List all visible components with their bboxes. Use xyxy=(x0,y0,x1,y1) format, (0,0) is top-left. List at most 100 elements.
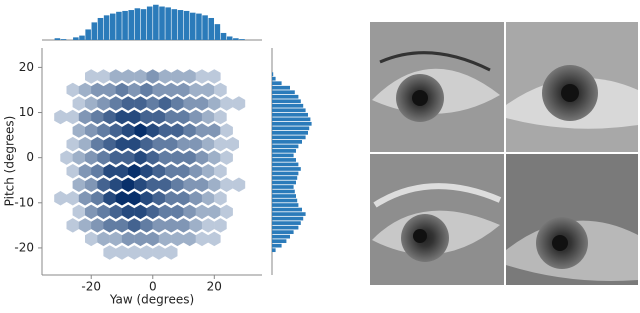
hexbin xyxy=(54,191,67,206)
hexbin xyxy=(201,218,215,233)
hexbin xyxy=(103,82,116,98)
hexbin xyxy=(103,109,116,125)
hexbin xyxy=(128,245,141,260)
histogram-bar xyxy=(272,158,296,162)
hexbin xyxy=(128,136,141,152)
histogram-bar xyxy=(272,121,312,126)
histogram-bar xyxy=(272,81,282,86)
histogram-bar xyxy=(128,10,135,40)
hexbin xyxy=(245,96,258,111)
histogram-bar xyxy=(272,135,306,140)
hexbin xyxy=(73,69,86,84)
histogram-bar xyxy=(272,85,290,90)
histogram-bar xyxy=(272,90,295,95)
histogram-bar xyxy=(272,230,294,234)
hexbin xyxy=(177,191,190,206)
hexbin xyxy=(152,191,166,206)
hexbin xyxy=(183,69,196,84)
histogram-bar xyxy=(153,4,159,40)
hexbin xyxy=(91,164,104,179)
histogram-bar xyxy=(272,216,304,221)
hexbin xyxy=(183,177,196,192)
hexbin xyxy=(177,245,190,260)
hexbin xyxy=(60,96,73,111)
hexbin xyxy=(158,204,172,220)
hexbin xyxy=(128,218,141,233)
hexbin xyxy=(121,177,135,192)
histogram-bar xyxy=(272,162,299,167)
histogram-bar xyxy=(109,13,116,40)
hexbin xyxy=(78,109,92,125)
hexbin xyxy=(60,150,73,165)
hexbin xyxy=(214,82,227,98)
histogram-bar xyxy=(272,117,311,122)
hexbin xyxy=(158,69,172,84)
hexbin xyxy=(134,177,147,192)
hexbin xyxy=(140,109,153,125)
hexbin xyxy=(121,231,135,247)
hexbin xyxy=(233,205,246,220)
hexbin xyxy=(239,218,252,233)
hexbin xyxy=(177,164,190,179)
histogram-bar xyxy=(272,234,290,239)
hexbin xyxy=(239,83,252,98)
hexbin xyxy=(165,82,178,98)
hexbin xyxy=(208,69,221,84)
hexbin xyxy=(128,82,141,98)
hexbin xyxy=(134,150,147,165)
hexbin xyxy=(54,218,66,233)
hexbin xyxy=(78,164,92,179)
hexbin xyxy=(171,177,184,192)
hexbin xyxy=(227,191,240,206)
x-tick-label: 0 xyxy=(149,280,157,294)
hexbin xyxy=(195,69,209,84)
hexbin xyxy=(245,178,258,193)
hexbin xyxy=(239,110,252,125)
hexbin xyxy=(152,218,166,233)
hexbin xyxy=(171,204,184,220)
histogram-bar xyxy=(196,13,202,40)
histogram-bar xyxy=(189,12,196,41)
hexbin xyxy=(152,164,166,179)
x-tick-label: 20 xyxy=(207,280,222,294)
eye-image xyxy=(370,154,504,285)
hexbin xyxy=(140,191,153,206)
hexbin xyxy=(214,109,227,125)
hexbin xyxy=(91,245,104,260)
hexbin xyxy=(195,204,209,220)
hexbin xyxy=(177,109,190,125)
hexbin xyxy=(201,109,215,125)
hexbin xyxy=(227,164,240,179)
hexbin xyxy=(214,136,227,152)
histogram-bar xyxy=(79,35,85,40)
histogram-bar xyxy=(272,140,302,144)
hexbin xyxy=(220,204,233,220)
histogram-bar xyxy=(272,112,308,117)
hexbin xyxy=(227,83,240,98)
hexbin xyxy=(134,69,147,84)
hexbin xyxy=(66,136,79,152)
histogram-bar xyxy=(116,11,122,40)
hexbin xyxy=(54,137,66,152)
hexbin xyxy=(54,164,66,179)
hexbin xyxy=(245,205,258,220)
y-axis-label: Pitch (degrees) xyxy=(3,116,17,207)
hexbin xyxy=(158,123,172,138)
hexbin xyxy=(208,123,221,138)
hexbin xyxy=(233,232,246,247)
hexbin xyxy=(66,164,79,179)
hexbin xyxy=(152,109,166,125)
hexbin xyxy=(85,69,98,84)
hexbin xyxy=(115,245,129,260)
hexbin xyxy=(214,191,227,206)
hexbin xyxy=(91,82,104,98)
hexbin xyxy=(233,150,246,165)
histogram-bar xyxy=(272,221,301,225)
hexbin xyxy=(78,191,92,206)
hexbin xyxy=(97,231,110,247)
histogram-bar xyxy=(272,203,299,207)
eye-image xyxy=(506,154,638,285)
hexbin xyxy=(189,82,203,98)
hexbin xyxy=(115,136,129,152)
